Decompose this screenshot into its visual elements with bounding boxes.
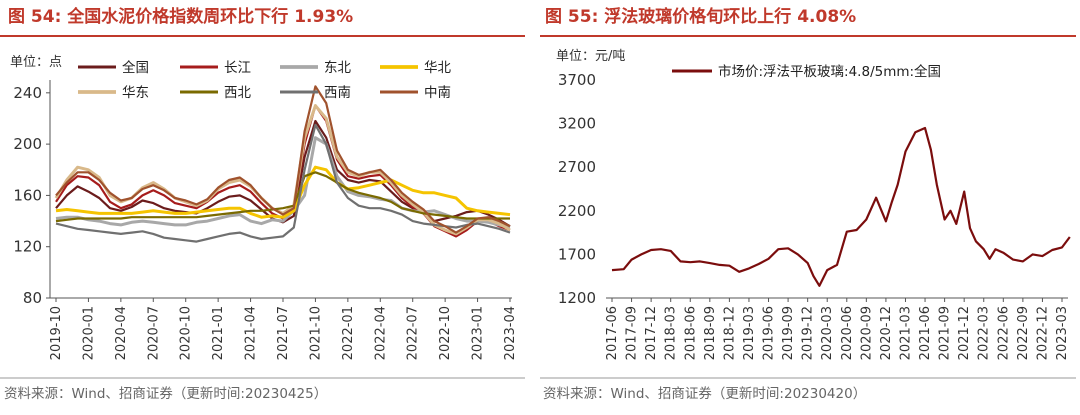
chart-right-unit: 单位：元/吨: [556, 49, 625, 64]
right-xtick-label: 2018-09: [703, 306, 718, 360]
right-xtick-label: 2019-06: [762, 306, 777, 360]
right-xtick-label: 2020-12: [879, 306, 894, 360]
right-xtick-label: 2022-12: [1035, 306, 1050, 360]
right-ytick-label: 1700: [558, 245, 596, 263]
right-ytick-label: 3200: [558, 115, 596, 133]
right-xtick-label: 2018-03: [664, 306, 679, 360]
left-ytick-label: 200: [13, 135, 42, 153]
left-legend-label: 华东: [122, 85, 149, 101]
right-xtick-label: 2022-06: [996, 306, 1011, 360]
left-legend-label: 长江: [224, 60, 251, 76]
left-xtick-label: 2023-04: [503, 306, 518, 360]
chart-left-title: 图 54: 全国水泥价格指数周环比下行 1.93%: [8, 6, 353, 27]
left-ytick-label: 160: [13, 186, 42, 204]
left-series-line-华北: [55, 165, 511, 219]
right-series-line: [611, 126, 1071, 287]
chart-left-x-ticks: 2019-10 2020-01 2020-04 2020-07 2020-10 2021-…: [49, 298, 518, 360]
chart-left: 图 54: 全国水泥价格指数周环比下行 1.93% 单位：点 80 120 160 2…: [0, 6, 525, 402]
left-series-line-东北: [55, 136, 511, 229]
left-legend-label: 西南: [324, 85, 351, 101]
right-xtick-label: 2023-03: [1055, 306, 1070, 360]
left-xtick-label: 2022-07: [406, 306, 421, 360]
right-xtick-label: 2022-03: [977, 306, 992, 360]
chart-right-title: 图 55: 浮法玻璃价格旬环比上行 4.08%: [545, 6, 856, 27]
left-ytick-label: 80: [23, 289, 42, 307]
right-xtick-label: 2020-06: [840, 306, 855, 360]
chart-right-legend: 市场价:浮法平板玻璃:4.8/5mm:全国: [672, 63, 941, 80]
right-xtick-label: 2021-09: [938, 306, 953, 360]
left-xtick-label: 2021-10: [308, 306, 323, 360]
right-xtick-label: 2020-03: [820, 306, 835, 360]
left-xtick-label: 2021-07: [276, 306, 291, 360]
left-xtick-label: 2019-10: [49, 306, 64, 360]
left-series-line-西南: [55, 123, 511, 243]
right-ytick-label: 1200: [558, 289, 596, 307]
left-legend-label: 东北: [324, 60, 351, 76]
right-xtick-label: 2021-03: [898, 306, 913, 360]
left-xtick-label: 2023-01: [471, 306, 486, 360]
left-ytick-label: 240: [13, 84, 42, 102]
chart-right-source: 资料来源：Wind、招商证券（更新时间:20230420）: [543, 386, 866, 402]
left-series-line-全国: [55, 119, 511, 228]
right-xtick-label: 2017-12: [644, 306, 659, 360]
left-xtick-label: 2022-01: [341, 306, 356, 360]
left-xtick-label: 2020-10: [179, 306, 194, 360]
right-xtick-label: 2017-09: [625, 306, 640, 360]
right-xtick-label: 2022-09: [1016, 306, 1031, 360]
right-ytick-label: 2700: [558, 158, 596, 176]
left-legend-label: 中南: [424, 85, 451, 101]
right-xtick-label: 2018-12: [722, 306, 737, 360]
left-xtick-label: 2021-04: [244, 306, 259, 360]
left-xtick-label: 2020-07: [146, 306, 161, 360]
right-xtick-label: 2019-09: [781, 306, 796, 360]
chart-right: 图 55: 浮法玻璃价格旬环比上行 4.08% 单位：元/吨 1200 1700 2…: [540, 6, 1076, 402]
right-xtick-label: 2019-03: [742, 306, 757, 360]
chart-left-series: [54, 85, 511, 243]
right-xtick-label: 2021-12: [957, 306, 972, 360]
left-legend-label: 华北: [424, 60, 451, 76]
right-ytick-label: 3700: [558, 71, 596, 89]
right-xtick-label: 2019-12: [801, 306, 816, 360]
right-xtick-label: 2017-06: [605, 306, 620, 360]
left-ytick-label: 120: [13, 238, 42, 256]
left-series-line-中南: [55, 85, 511, 234]
right-xtick-label: 2018-06: [683, 306, 698, 360]
chart-right-series: [611, 126, 1071, 287]
left-series-line-西北: [55, 171, 510, 223]
chart-right-x-ticks: 2017-06 2017-09 2017-12 2018-03 2018-06 2018-…: [605, 298, 1070, 360]
left-xtick-label: 2020-04: [114, 306, 129, 360]
chart-left-source: 资料来源：Wind、招商证券（更新时间:20230425）: [4, 386, 327, 402]
right-legend-label: 市场价:浮法平板玻璃:4.8/5mm:全国: [718, 63, 941, 80]
chart-left-y-ticks: 80 120 160 200 240: [13, 84, 50, 307]
right-xtick-label: 2021-06: [918, 306, 933, 360]
chart-right-y-ticks: 1200 1700 2200 2700 3200 3700: [558, 71, 596, 307]
left-legend-label: 全国: [122, 59, 149, 76]
left-xtick-label: 2022-04: [373, 306, 388, 360]
left-xtick-label: 2020-01: [81, 306, 96, 360]
left-xtick-label: 2022-10: [438, 306, 453, 360]
left-xtick-label: 2021-01: [211, 306, 226, 360]
right-ytick-label: 2200: [558, 202, 596, 220]
left-legend-label: 西北: [224, 85, 251, 101]
chart-left-unit: 单位：点: [10, 55, 62, 70]
right-xtick-label: 2020-09: [859, 306, 874, 360]
